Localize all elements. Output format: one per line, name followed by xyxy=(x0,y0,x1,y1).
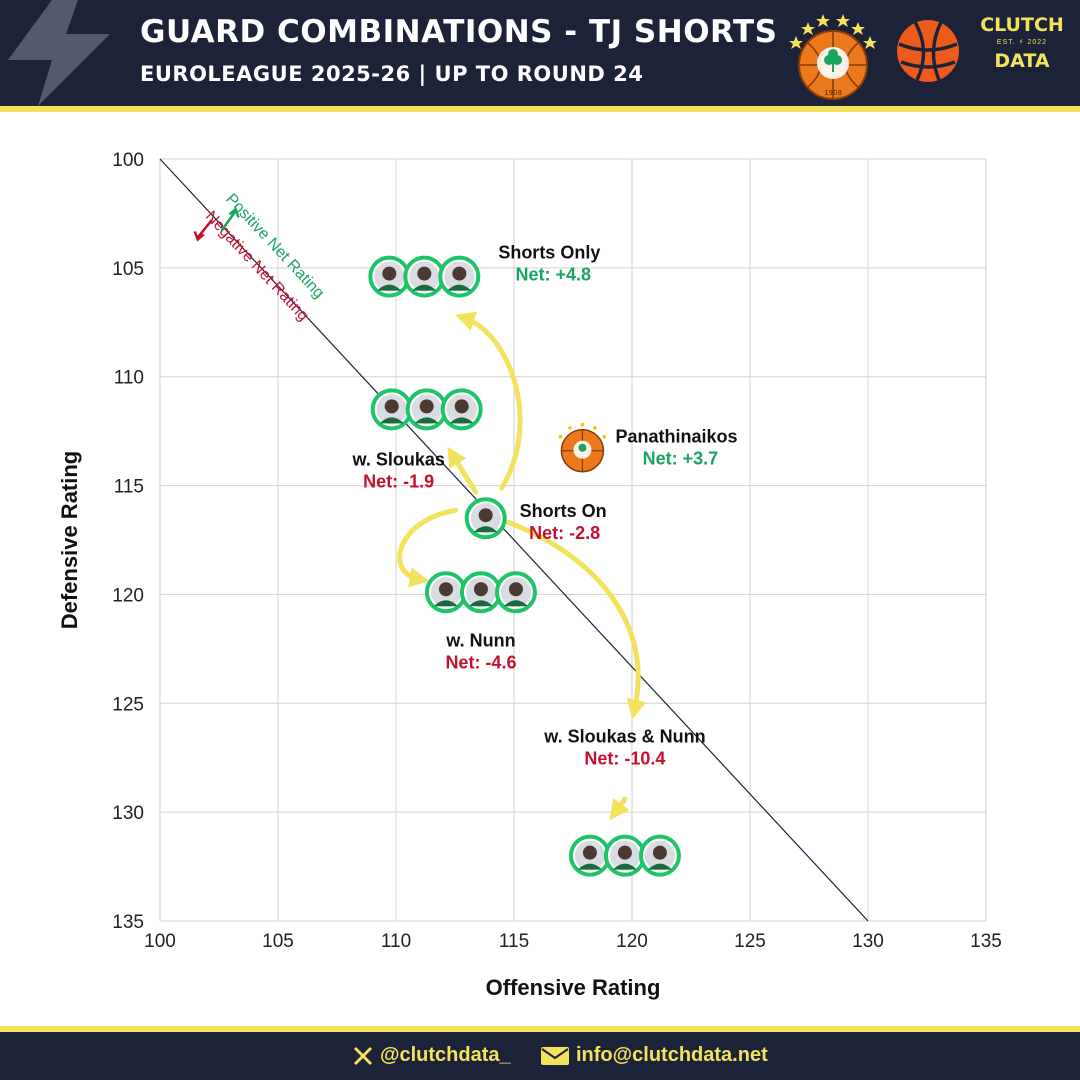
point-net-nunn: Net: -4.6 xyxy=(445,652,516,672)
x-tick-label: 115 xyxy=(499,931,529,952)
y-tick-label: 115 xyxy=(114,477,144,498)
arrow-to-nunn xyxy=(397,507,459,588)
x-logo-icon xyxy=(353,1046,373,1065)
clutchdata-logo: CLUTCH EST. ⚡ 2022 DATA xyxy=(972,14,1072,72)
x-tick-label: 130 xyxy=(852,931,884,952)
logo-year: 1908 xyxy=(824,89,842,97)
point-label-sloukas-nunn: w. Sloukas & Nunn xyxy=(543,727,705,747)
point-net-panathinaikos: Net: +3.7 xyxy=(643,449,719,469)
twitter-link[interactable]: @clutchdata_ xyxy=(352,1044,511,1067)
break-even-line xyxy=(159,158,869,922)
negative-arrow-head-icon xyxy=(193,230,205,242)
point-panathinaikos[interactable] xyxy=(558,422,607,473)
point-label-shorts-only: Shorts Only xyxy=(498,243,600,263)
arrow-to-sloukas-nunn xyxy=(505,519,647,720)
page-subtitle: EUROLEAGUE 2025-26 | UP TO ROUND 24 xyxy=(140,62,644,86)
envelope-icon xyxy=(541,1046,569,1065)
point-net-sloukas: Net: -1.9 xyxy=(363,471,434,491)
x-tick-label: 135 xyxy=(970,931,1002,952)
net-rating-chart: 100 105 110 115 120 125 130 1351001051101151201… xyxy=(57,150,1002,1000)
positive-arrow-head-icon xyxy=(228,207,240,218)
brand-data: DATA xyxy=(994,50,1050,72)
positive-arrow-icon xyxy=(220,210,237,232)
arrow-to-sloukas-nunn-final xyxy=(609,796,630,821)
point-label-nunn: w. Nunn xyxy=(445,630,515,650)
email-link[interactable]: info@clutchdata.net xyxy=(540,1044,768,1067)
page-title: GUARD COMBINATIONS - TJ SHORTS xyxy=(140,14,778,50)
y-tick-label: 110 xyxy=(114,368,144,389)
point-sloukas[interactable] xyxy=(370,388,483,431)
point-net-shorts-only: Net: +4.8 xyxy=(516,265,592,285)
lightning-bolt-icon xyxy=(8,0,110,106)
point-shorts-on[interactable] xyxy=(464,497,507,540)
footer-accent-stripe xyxy=(0,1026,1080,1032)
header-bar: GUARD COMBINATIONS - TJ SHORTS EUROLEAGU… xyxy=(0,0,1080,106)
y-tick-label: 130 xyxy=(112,803,144,824)
point-net-shorts-on: Net: -2.8 xyxy=(529,523,600,543)
point-label-shorts-on: Shorts On xyxy=(520,501,607,521)
email-address: info@clutchdata.net xyxy=(576,1044,768,1067)
twitter-handle: @clutchdata_ xyxy=(380,1044,511,1067)
negative-arrow-icon xyxy=(196,219,213,239)
y-tick-label: 135 xyxy=(112,912,144,933)
x-axis-label: Offensive Rating xyxy=(486,975,661,1000)
arrow-to-shorts-only xyxy=(454,311,523,491)
header-accent-stripe xyxy=(0,106,1080,112)
brand-clutch: CLUTCH xyxy=(980,14,1064,36)
y-tick-label: 125 xyxy=(112,694,144,715)
x-tick-label: 100 xyxy=(144,931,176,952)
x-tick-label: 120 xyxy=(616,931,648,952)
point-nunn[interactable] xyxy=(424,571,537,614)
point-net-sloukas-nunn: Net: -10.4 xyxy=(584,749,665,769)
y-tick-label: 105 xyxy=(112,259,144,280)
point-label-panathinaikos: Panathinaikos xyxy=(615,427,737,447)
euroleague-logo xyxy=(897,20,959,82)
y-tick-label: 100 xyxy=(112,150,144,171)
brand-est: EST. ⚡ 2022 xyxy=(996,39,1048,46)
panathinaikos-logo: 1908 xyxy=(789,14,877,100)
y-tick-label: 120 xyxy=(112,585,144,606)
point-label-sloukas: w. Sloukas xyxy=(351,449,444,469)
x-tick-label: 110 xyxy=(381,931,411,952)
point-sloukas-nunn[interactable] xyxy=(568,834,681,877)
point-shorts-only[interactable] xyxy=(368,255,481,298)
x-tick-label: 125 xyxy=(734,931,766,952)
y-axis-label: Defensive Rating xyxy=(57,451,82,630)
footer-bar: @clutchdata_ info@clutchdata.net xyxy=(0,1032,1080,1080)
arrow-to-sloukas xyxy=(447,446,479,495)
x-tick-label: 105 xyxy=(262,931,294,952)
